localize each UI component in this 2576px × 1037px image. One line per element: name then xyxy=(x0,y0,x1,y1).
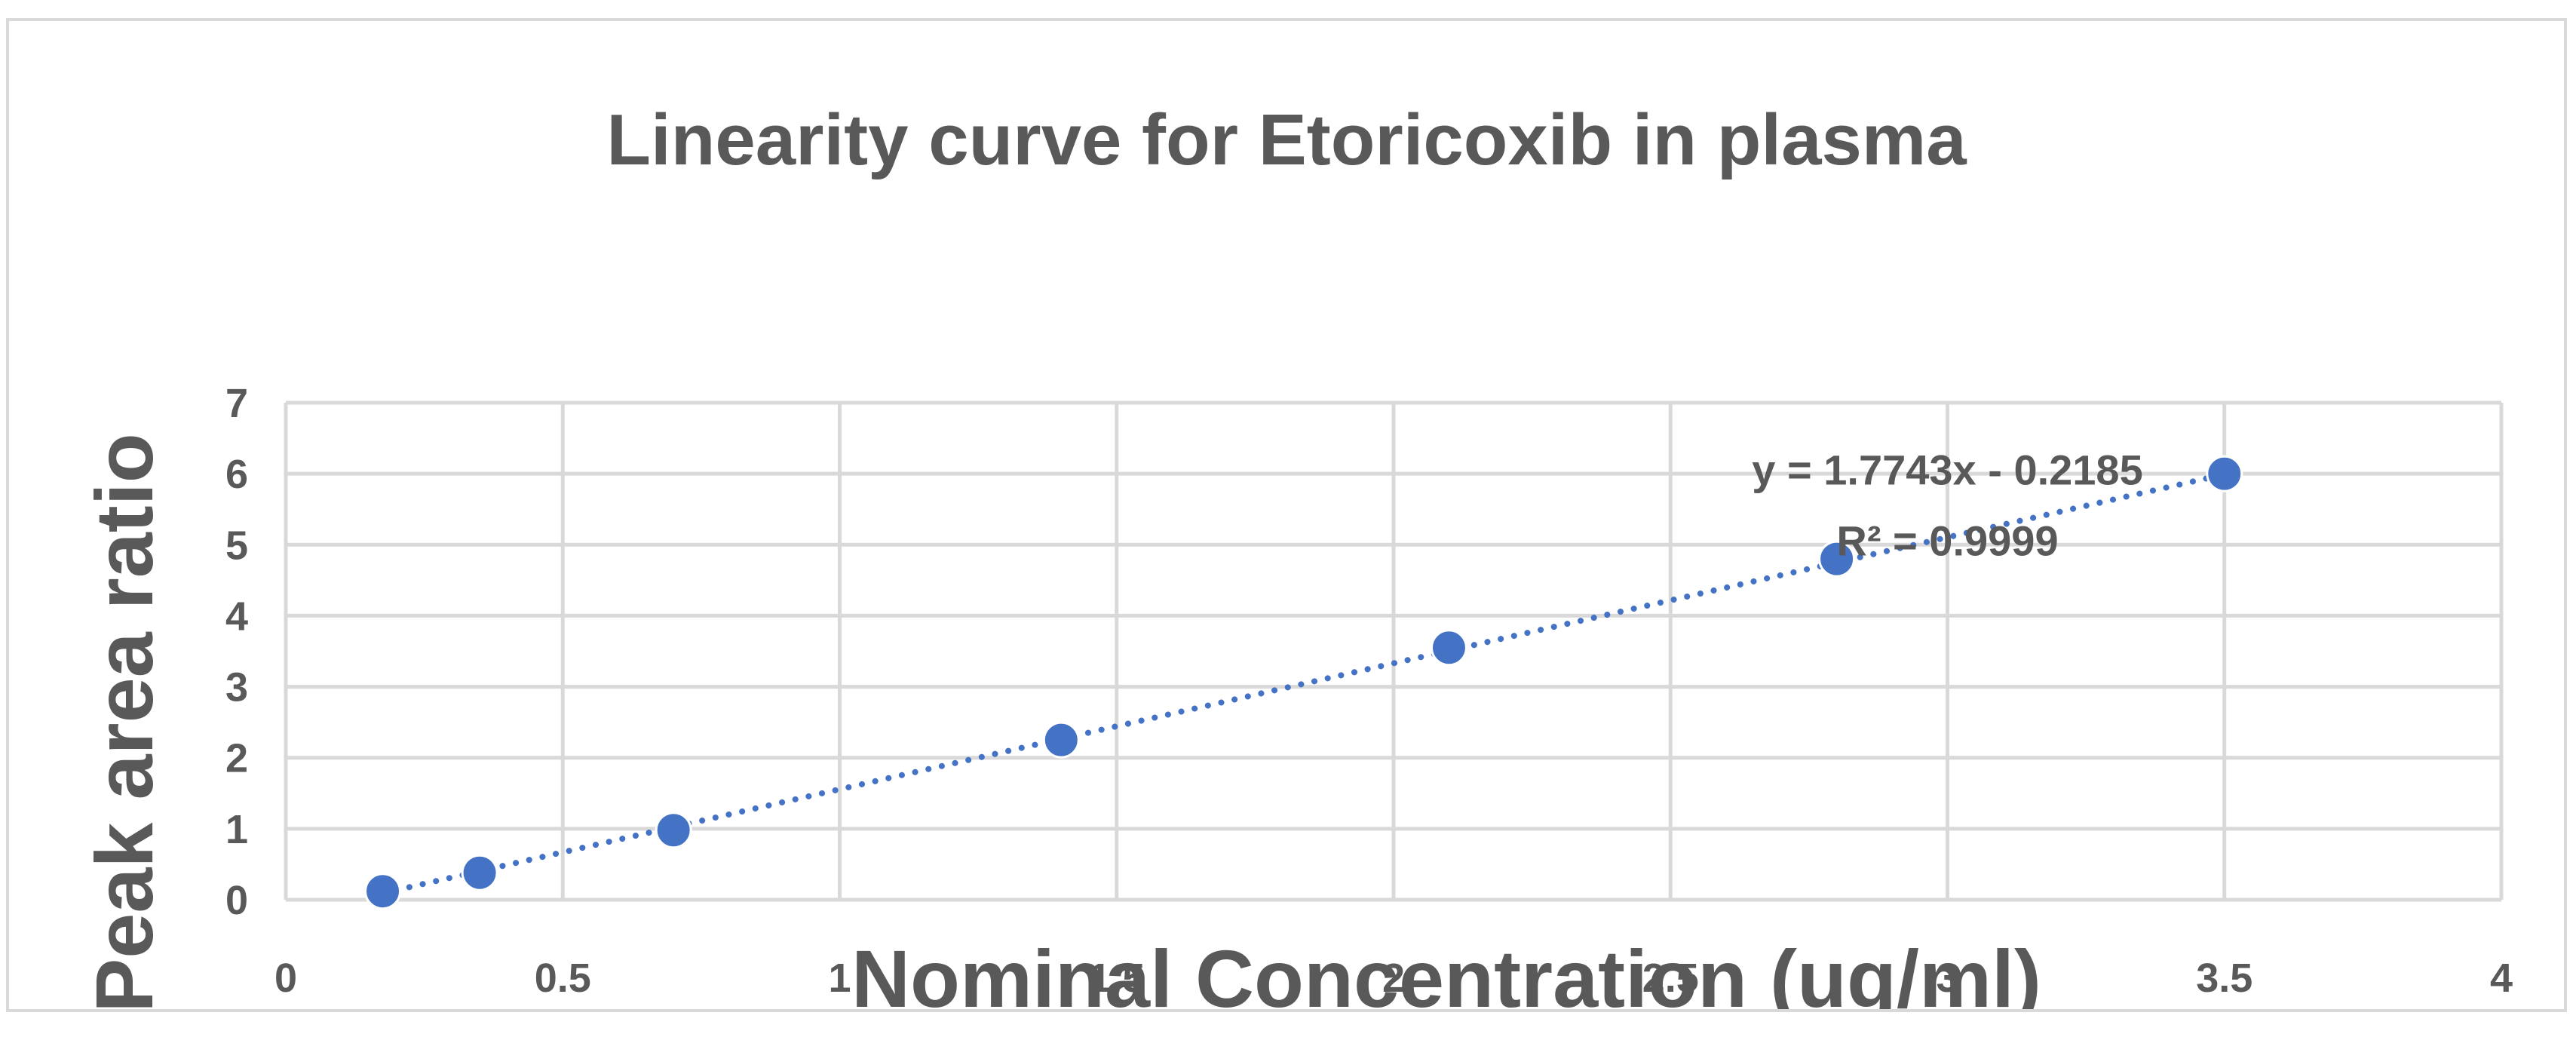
x-tick-label: 2 xyxy=(1382,956,1405,1001)
data-point-6 xyxy=(1818,540,1856,578)
trendline-r-squared: R² = 0.9999 xyxy=(1836,517,2058,564)
y-tick-label: 1 xyxy=(225,807,248,852)
data-point-5 xyxy=(1430,629,1467,667)
data-point-3 xyxy=(655,811,692,849)
y-axis-title: Peak area ratio xyxy=(78,433,170,1009)
y-tick-label: 2 xyxy=(225,736,248,781)
y-tick-label: 4 xyxy=(225,594,248,639)
grid xyxy=(284,400,2504,902)
y-axis-ticks: 0 1 2 3 4 5 6 7 xyxy=(225,381,248,923)
x-tick-label: 3.5 xyxy=(2196,956,2252,1001)
data-point-4 xyxy=(1042,721,1080,759)
trendline-equation: y = 1.7743x - 0.2185 xyxy=(1752,446,2142,493)
x-tick-label: 1 xyxy=(828,956,851,1001)
y-tick-label: 0 xyxy=(225,878,248,923)
scatter-chart: Linearity curve for Etoricoxib in plasma… xyxy=(78,100,2513,1009)
x-axis-ticks: 0 0.5 1 1.5 2 2.5 3 3.5 4 xyxy=(274,956,2513,1001)
x-tick-label: 3 xyxy=(1936,956,1958,1001)
x-tick-label: 1.5 xyxy=(1088,956,1145,1001)
y-tick-label: 3 xyxy=(225,665,248,710)
data-point-2 xyxy=(461,854,498,891)
y-tick-label: 6 xyxy=(225,452,248,497)
y-tick-label: 7 xyxy=(225,381,248,426)
x-tick-label: 2.5 xyxy=(1642,956,1699,1001)
chart-frame: Linearity curve for Etoricoxib in plasma… xyxy=(6,18,2567,1012)
x-tick-label: 4 xyxy=(2490,956,2513,1001)
x-tick-label: 0 xyxy=(274,956,297,1001)
x-tick-label: 0.5 xyxy=(535,956,591,1001)
chart-title: Linearity curve for Etoricoxib in plasma xyxy=(606,100,1967,180)
data-points xyxy=(364,455,2243,910)
data-point-1 xyxy=(364,873,402,910)
x-axis-title: Nominal Concentration (ug/ml) xyxy=(851,933,2041,1009)
data-point-7 xyxy=(2206,455,2243,492)
y-tick-label: 5 xyxy=(225,523,248,568)
